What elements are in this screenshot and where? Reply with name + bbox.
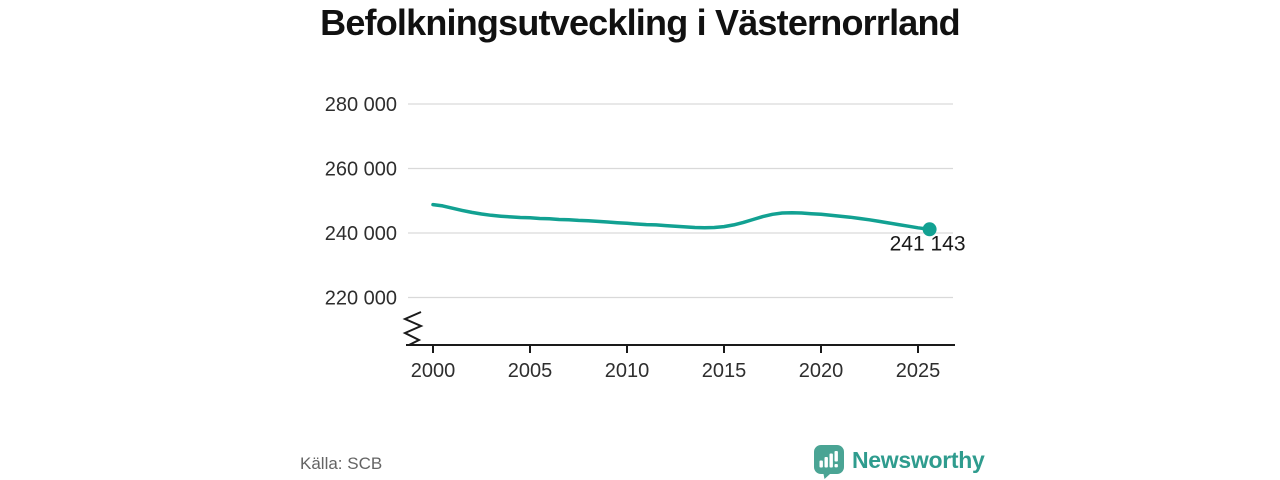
end-point-marker xyxy=(922,222,937,237)
gridlines-group xyxy=(408,103,953,299)
x-tick-label: 2020 xyxy=(799,360,844,382)
y-axis-labels-group: 280 000 260 000 240 000 220 000 xyxy=(325,94,397,310)
series-group xyxy=(431,202,937,237)
population-line-chart: 280 000 260 000 240 000 220 000 2000 2005 201… xyxy=(325,94,966,382)
bar-chart-glyph xyxy=(819,451,838,468)
x-tick-label: 2000 xyxy=(411,360,456,382)
x-axis-ticks-group xyxy=(432,345,919,353)
y-tick-label: 260 000 xyxy=(325,159,397,181)
newsworthy-brand: Newsworthy xyxy=(813,444,985,479)
population-line xyxy=(431,202,932,232)
y-axis-break-icon xyxy=(402,311,424,346)
x-tick-label: 2015 xyxy=(702,360,747,382)
x-tick-label: 2025 xyxy=(896,360,941,382)
y-tick-label: 220 000 xyxy=(325,288,397,310)
speech-bubble-shape xyxy=(814,445,844,479)
x-tick-label: 2010 xyxy=(605,360,650,382)
source-label: Källa: SCB xyxy=(300,454,383,473)
newsworthy-logo-icon xyxy=(814,445,844,479)
x-tick-label: 2005 xyxy=(508,360,553,382)
end-value-label: 241 143 xyxy=(890,232,966,255)
chart-title: Befolkningsutveckling i Västernorrland xyxy=(320,2,961,43)
y-tick-label: 240 000 xyxy=(325,223,397,245)
newsworthy-wordmark: Newsworthy xyxy=(852,447,985,473)
y-tick-label: 280 000 xyxy=(325,94,397,116)
x-axis-labels-group: 2000 2005 2010 2015 2020 2025 xyxy=(411,360,941,382)
